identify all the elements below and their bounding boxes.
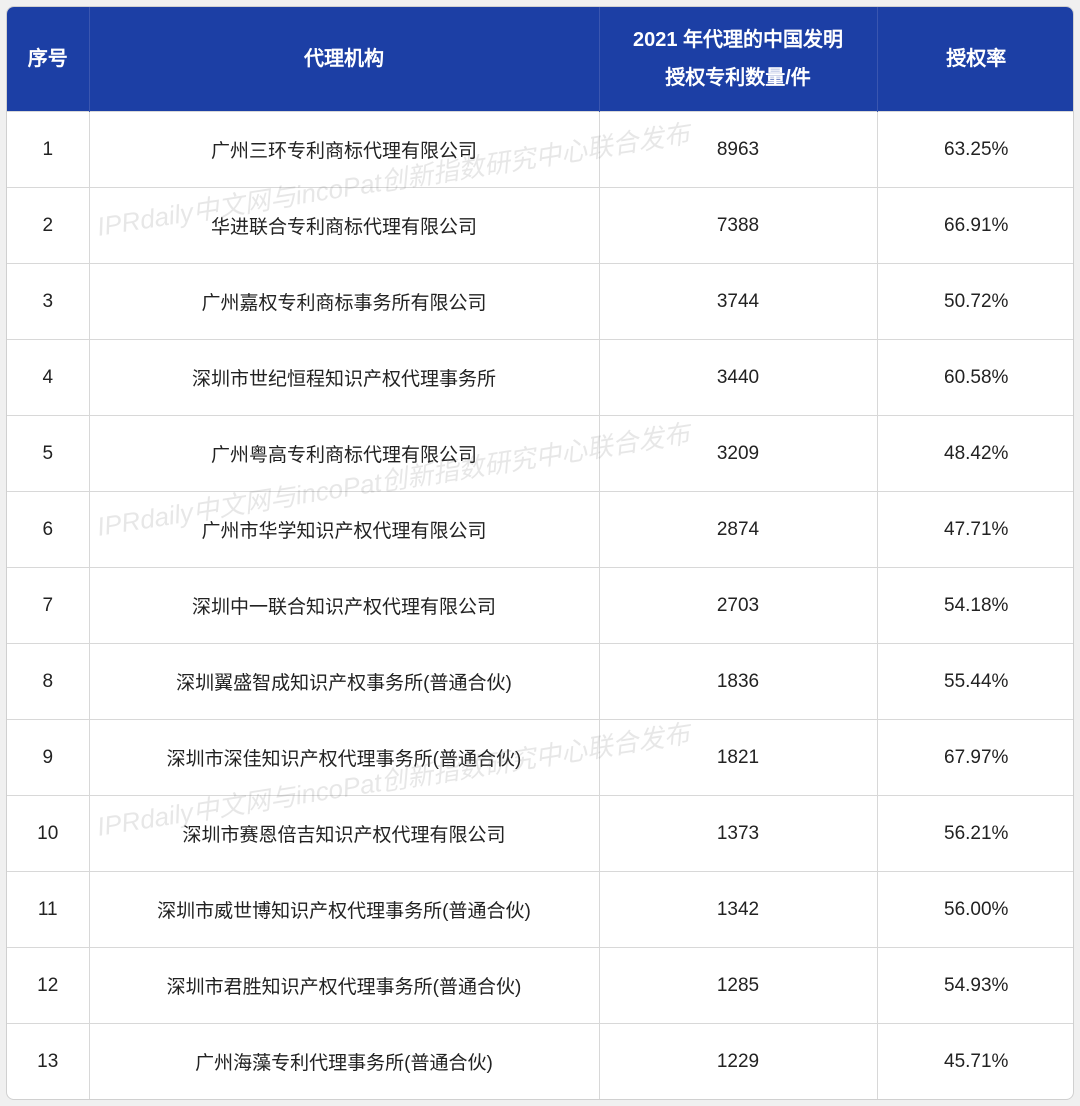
cell-rate: 54.93% [877, 948, 1074, 1024]
cell-agency: 广州海藻专利代理事务所(普通合伙) [89, 1024, 599, 1100]
cell-rate: 47.71% [877, 492, 1074, 568]
table-row: 8深圳翼盛智成知识产权事务所(普通合伙)183655.44% [7, 644, 1074, 720]
col-header-rate: 授权率 [877, 7, 1074, 112]
cell-count: 1342 [599, 872, 877, 948]
cell-seq: 13 [7, 1024, 89, 1100]
table-row: 13广州海藻专利代理事务所(普通合伙)122945.71% [7, 1024, 1074, 1100]
col-header-agency: 代理机构 [89, 7, 599, 112]
table-row: 6广州市华学知识产权代理有限公司287447.71% [7, 492, 1074, 568]
cell-rate: 55.44% [877, 644, 1074, 720]
cell-seq: 7 [7, 568, 89, 644]
table-row: 3广州嘉权专利商标事务所有限公司374450.72% [7, 264, 1074, 340]
cell-agency: 深圳市威世博知识产权代理事务所(普通合伙) [89, 872, 599, 948]
cell-seq: 12 [7, 948, 89, 1024]
cell-count: 3744 [599, 264, 877, 340]
table-row: 7深圳中一联合知识产权代理有限公司270354.18% [7, 568, 1074, 644]
table-row: 5广州粤高专利商标代理有限公司320948.42% [7, 416, 1074, 492]
col-header-seq: 序号 [7, 7, 89, 112]
cell-count: 1821 [599, 720, 877, 796]
cell-seq: 3 [7, 264, 89, 340]
cell-count: 2874 [599, 492, 877, 568]
cell-seq: 10 [7, 796, 89, 872]
cell-count: 1373 [599, 796, 877, 872]
cell-agency: 华进联合专利商标代理有限公司 [89, 188, 599, 264]
cell-agency: 深圳市赛恩倍吉知识产权代理有限公司 [89, 796, 599, 872]
cell-seq: 11 [7, 872, 89, 948]
cell-seq: 6 [7, 492, 89, 568]
table-row: 9深圳市深佳知识产权代理事务所(普通合伙)182167.97% [7, 720, 1074, 796]
table-row: 11深圳市威世博知识产权代理事务所(普通合伙)134256.00% [7, 872, 1074, 948]
table-row: 12深圳市君胜知识产权代理事务所(普通合伙)128554.93% [7, 948, 1074, 1024]
cell-count: 3440 [599, 340, 877, 416]
cell-seq: 4 [7, 340, 89, 416]
cell-count: 8963 [599, 112, 877, 188]
cell-seq: 8 [7, 644, 89, 720]
cell-rate: 56.21% [877, 796, 1074, 872]
cell-rate: 66.91% [877, 188, 1074, 264]
cell-rate: 50.72% [877, 264, 1074, 340]
cell-rate: 56.00% [877, 872, 1074, 948]
ranking-table-container: 序号 代理机构 2021 年代理的中国发明授权专利数量/件 授权率 1广州三环专… [6, 6, 1074, 1100]
cell-count: 1285 [599, 948, 877, 1024]
cell-seq: 9 [7, 720, 89, 796]
cell-rate: 63.25% [877, 112, 1074, 188]
cell-agency: 深圳市世纪恒程知识产权代理事务所 [89, 340, 599, 416]
cell-agency: 广州市华学知识产权代理有限公司 [89, 492, 599, 568]
table-row: 4深圳市世纪恒程知识产权代理事务所344060.58% [7, 340, 1074, 416]
cell-agency: 深圳中一联合知识产权代理有限公司 [89, 568, 599, 644]
cell-count: 7388 [599, 188, 877, 264]
cell-seq: 5 [7, 416, 89, 492]
cell-rate: 54.18% [877, 568, 1074, 644]
cell-agency: 广州嘉权专利商标事务所有限公司 [89, 264, 599, 340]
table-row: 2华进联合专利商标代理有限公司738866.91% [7, 188, 1074, 264]
cell-agency: 深圳市深佳知识产权代理事务所(普通合伙) [89, 720, 599, 796]
cell-seq: 2 [7, 188, 89, 264]
cell-agency: 深圳市君胜知识产权代理事务所(普通合伙) [89, 948, 599, 1024]
cell-rate: 67.97% [877, 720, 1074, 796]
cell-count: 2703 [599, 568, 877, 644]
cell-count: 3209 [599, 416, 877, 492]
cell-agency: 广州粤高专利商标代理有限公司 [89, 416, 599, 492]
cell-seq: 1 [7, 112, 89, 188]
cell-count: 1836 [599, 644, 877, 720]
table-row: 10深圳市赛恩倍吉知识产权代理有限公司137356.21% [7, 796, 1074, 872]
cell-agency: 深圳翼盛智成知识产权事务所(普通合伙) [89, 644, 599, 720]
cell-agency: 广州三环专利商标代理有限公司 [89, 112, 599, 188]
cell-count: 1229 [599, 1024, 877, 1100]
table-header-row: 序号 代理机构 2021 年代理的中国发明授权专利数量/件 授权率 [7, 7, 1074, 112]
cell-rate: 48.42% [877, 416, 1074, 492]
ranking-table: 序号 代理机构 2021 年代理的中国发明授权专利数量/件 授权率 1广州三环专… [7, 7, 1074, 1099]
cell-rate: 60.58% [877, 340, 1074, 416]
cell-rate: 45.71% [877, 1024, 1074, 1100]
col-header-count: 2021 年代理的中国发明授权专利数量/件 [599, 7, 877, 112]
table-row: 1广州三环专利商标代理有限公司896363.25% [7, 112, 1074, 188]
